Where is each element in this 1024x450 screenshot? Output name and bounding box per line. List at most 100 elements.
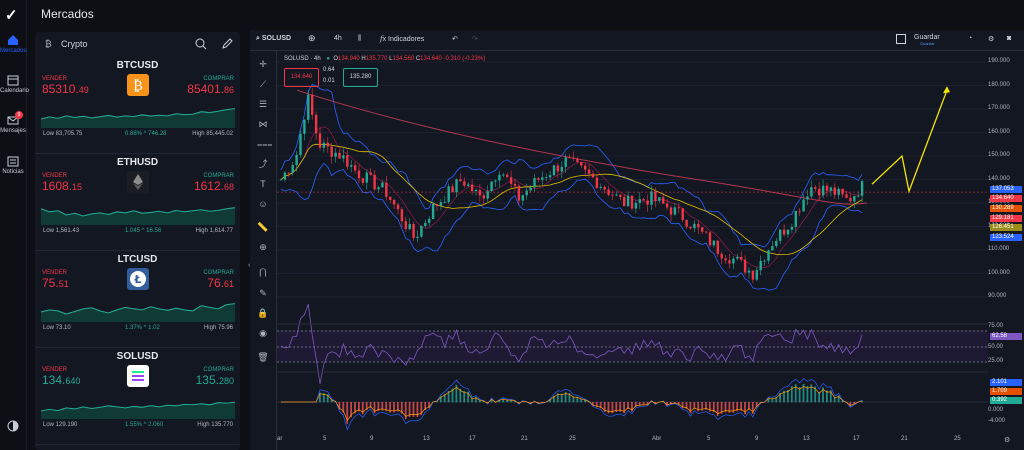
theme-toggle[interactable] xyxy=(0,420,26,434)
visibility-icon[interactable]: ◉ xyxy=(259,328,267,338)
trash-icon[interactable]: 🗑 xyxy=(257,352,269,362)
sell-price[interactable]: 134.640 xyxy=(42,373,80,387)
candle xyxy=(693,223,696,229)
macd-histogram-bar xyxy=(638,402,641,406)
candle xyxy=(556,165,560,172)
rsi-axis-tick: 75.00 xyxy=(988,323,1004,329)
magnet-tool[interactable]: ⋂ xyxy=(259,267,267,277)
chart-type-button[interactable]: ⫼ xyxy=(358,35,362,42)
candle xyxy=(595,177,599,188)
crosshair-tool[interactable]: ✛ xyxy=(259,59,267,69)
instrument-card-solusd[interactable]: SOLUSD VENDER COMPRAR 134.640 135.280 Low 129… xyxy=(35,349,240,445)
chart-toolbar: ⌕ SOLUSD ⊕ 4h ⫼ fx Indicadores ↶ ↷ ◔ ⚙ ◙ xyxy=(250,30,1024,51)
save-button[interactable]: Guardar xyxy=(914,34,940,41)
indicators-button[interactable]: fx Indicadores xyxy=(380,35,425,43)
text-tool[interactable]: T xyxy=(260,179,266,189)
axis-settings-icon[interactable]: ⚙ xyxy=(1004,437,1011,444)
candle xyxy=(443,202,446,203)
symbol-search-button[interactable]: ⌕ SOLUSD xyxy=(256,35,292,42)
candle xyxy=(435,204,439,207)
forecast-tool[interactable]: ⤴ xyxy=(258,159,268,169)
macd-histogram-bar xyxy=(767,398,770,403)
sparkline xyxy=(41,401,235,419)
candle xyxy=(291,165,294,173)
lock-icon[interactable]: 🔒 xyxy=(257,308,269,318)
compare-button[interactable]: ⊕ xyxy=(308,33,316,43)
candle xyxy=(829,187,833,191)
settings-icon[interactable]: ⚙ xyxy=(988,36,995,43)
macd-histogram-bar xyxy=(783,390,785,403)
candle xyxy=(611,194,614,196)
undo-button[interactable]: ↶ xyxy=(452,36,458,43)
chart-area[interactable] xyxy=(250,30,1024,450)
fib-tool[interactable]: ⩶ xyxy=(257,139,273,149)
y-axis-tick: 110.000 xyxy=(988,246,1010,252)
candle xyxy=(685,219,688,227)
x-axis-tick: 17 xyxy=(853,436,860,442)
interval-button[interactable]: 4h xyxy=(334,35,342,42)
macd-histogram-bar xyxy=(685,402,688,409)
legend-open: 134.940 xyxy=(338,56,360,62)
rail-noticias[interactable]: Noticias xyxy=(0,155,26,175)
layout-checkbox[interactable] xyxy=(896,34,906,44)
macd-histogram-bar xyxy=(837,395,840,403)
trendline-tool[interactable]: ⟋ xyxy=(259,79,267,89)
candle xyxy=(599,186,602,188)
symbol-label: SOLUSD xyxy=(261,35,292,42)
buy-order-button[interactable]: 135.280 xyxy=(343,68,378,87)
candle xyxy=(295,154,298,166)
macd-histogram-bar xyxy=(779,393,781,403)
redo-button[interactable]: ↷ xyxy=(472,36,478,43)
macd-histogram-bar xyxy=(829,390,832,403)
emoji-tool[interactable]: ☺ xyxy=(258,199,268,209)
buy-price[interactable]: 135.280 xyxy=(196,373,234,387)
alert-icon[interactable]: ◔ xyxy=(968,35,973,42)
buy-price-decimals: 61 xyxy=(223,279,234,289)
macd-histogram-bar xyxy=(490,398,493,403)
buy-price[interactable]: 1612.68 xyxy=(194,179,234,193)
instrument-card-btcusd[interactable]: BTCUSD VENDER COMPRAR 85310.49 85401.86 ₿ Low … xyxy=(35,58,240,154)
buy-price[interactable]: 76.61 xyxy=(207,276,234,290)
brand-logo[interactable]: ✓ xyxy=(5,7,18,24)
candle xyxy=(486,191,489,199)
instrument-card-ltcusd[interactable]: LTCUSD VENDER COMPRAR 75.51 76.61 Ł Low 73.10 1… xyxy=(35,252,240,348)
rail-mensajes[interactable]: Mensajes 9 xyxy=(0,111,26,134)
buy-price[interactable]: 85401.86 xyxy=(187,82,234,96)
news-icon xyxy=(7,156,19,167)
macd-histogram-bar xyxy=(412,402,415,417)
macd-histogram-bar xyxy=(553,395,555,403)
sell-price[interactable]: 1608.15 xyxy=(42,179,82,193)
macd-histogram-bar xyxy=(634,402,637,407)
macd-histogram-bar xyxy=(358,402,360,412)
sell-price-main: 1608. xyxy=(42,179,73,193)
candle xyxy=(338,152,341,159)
price-chart[interactable] xyxy=(277,52,988,436)
macd-histogram-bar xyxy=(549,399,551,403)
pattern-tool[interactable]: ⋈ xyxy=(258,119,268,129)
channel-tool[interactable]: ☰ xyxy=(258,99,268,109)
search-icon[interactable] xyxy=(195,38,207,50)
rail-mercados[interactable]: Mercados xyxy=(0,34,26,54)
candle xyxy=(860,181,864,196)
rail-calendario[interactable]: Calendario xyxy=(0,74,29,94)
page-title: Mercados xyxy=(41,7,94,21)
macd-histogram-bar xyxy=(556,393,559,403)
y-axis-tick: 130.000 xyxy=(988,199,1010,205)
collapse-panel-button[interactable]: ‹ xyxy=(248,262,251,269)
candle xyxy=(314,114,318,134)
edit-icon[interactable] xyxy=(221,38,233,50)
candle xyxy=(392,199,396,205)
candle xyxy=(529,187,532,191)
instrument-card-ethusd[interactable]: ETHUSD VENDER COMPRAR 1608.15 1612.68 Low 1,5… xyxy=(35,155,240,251)
sell-price[interactable]: 75.51 xyxy=(42,276,69,290)
sell-price[interactable]: 85310.49 xyxy=(42,82,89,96)
macd-histogram-bar xyxy=(514,400,516,403)
zoom-tool[interactable]: ⊕ xyxy=(259,242,267,252)
ruler-tool[interactable]: 📏 xyxy=(257,222,269,232)
macd-line xyxy=(281,378,863,431)
category-label[interactable]: Crypto xyxy=(61,39,88,49)
sell-order-button[interactable]: 134.640 xyxy=(284,68,319,87)
lock-draw-tool[interactable]: ✎ xyxy=(259,288,267,298)
camera-icon[interactable]: ◙ xyxy=(1007,35,1012,42)
candle xyxy=(431,204,435,219)
